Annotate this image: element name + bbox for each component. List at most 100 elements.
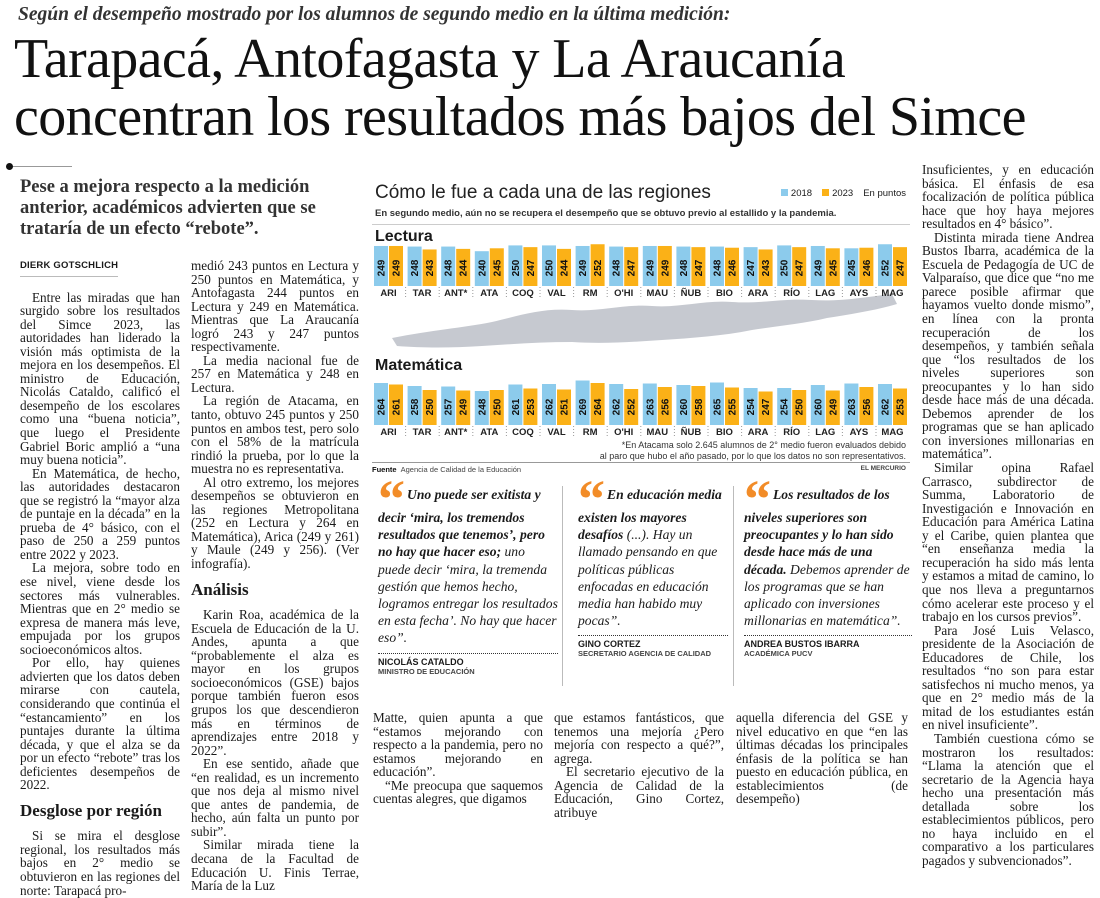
paragraph: También cuestiona cómo se mostraron los … [922, 730, 1094, 868]
bar-value-label: 248 [713, 259, 724, 276]
bar-lectura-2023-TAR [422, 249, 437, 286]
bar-matemática-2023-VAL [557, 389, 571, 425]
category-label: ATA [480, 288, 498, 299]
bar-value-label: 261 [392, 398, 403, 415]
bar-matemática-2018-ÑUB [676, 385, 691, 425]
bar-matemática-2023-RM [590, 383, 605, 425]
paragraph: Karin Roa, académica de la Escuela de Ed… [191, 607, 359, 758]
brand-credit: EL MERCURIO [860, 465, 906, 472]
bar-matemática-2018-AYS [844, 383, 859, 425]
bar-matemática-2023-LAG [825, 390, 840, 425]
bar-value-label: 256 [660, 398, 671, 415]
bar-lectura-2023-O'HI [624, 247, 639, 286]
bar-value-label: 248 [444, 259, 455, 276]
bar-lectura-2018-RÍO [777, 245, 792, 286]
divider [8, 166, 72, 167]
bar-value-label: 254 [746, 398, 757, 415]
bar-lectura-2023-ARA [758, 249, 773, 286]
paragraph: Entre las miradas que han surgido sobre … [20, 289, 180, 468]
bar-matemática-2023-O'HI [624, 389, 639, 425]
bar-matemática-2018-RÍO [777, 388, 792, 425]
category-label: ÑUB [681, 427, 702, 438]
bar-lectura-2023-MAU [657, 245, 672, 286]
category-label: O'HI [614, 288, 633, 299]
bar-lectura-2023-BIO [725, 247, 739, 286]
bar-matemática-2018-COQ [508, 384, 523, 425]
quote-author: ANDREA BUSTOS IBARRA [744, 639, 860, 650]
quote-author-role: SECRETARIO AGENCIA DE CALIDAD [578, 649, 712, 659]
paragraph: Similar opina Rafael Carrasco, subdirect… [922, 460, 1094, 625]
category-label: VAL [547, 288, 565, 299]
bar-value-label: 254 [780, 398, 791, 415]
bar-matemática-2023-ARA [758, 391, 773, 425]
paragraph: La mejora, sobre todo en ese nivel, vien… [20, 560, 180, 657]
paragraph: La región de Atacama, en tanto, obtuvo 2… [191, 393, 359, 477]
bar-value-label: 258 [694, 398, 705, 415]
bar-matemática-2023-ATA [489, 390, 504, 425]
category-label: TAR [413, 288, 432, 299]
paragraph: medió 243 puntos en Lectura y 250 puntos… [191, 258, 359, 355]
bar-lectura-2023-ATA [489, 248, 504, 286]
footnote: *En Atacama solo 2.645 alumnos de 2° med… [599, 440, 906, 461]
category-label: BIO [716, 288, 733, 299]
bullet-dot-icon [6, 163, 13, 170]
bar-value-label: 257 [444, 398, 455, 415]
article-column-2: medió 243 puntos en Lectura y 250 puntos… [191, 259, 359, 893]
category-label: LAG [815, 427, 835, 438]
bar-lectura-2018-ATA [474, 251, 489, 286]
bar-value-label: 243 [425, 259, 436, 276]
bar-matemática-2023-TAR [422, 390, 437, 425]
deck: Pese a mejora respecto a la medición ant… [20, 177, 316, 239]
bar-value-label: 253 [896, 398, 907, 415]
category-label: BIO [716, 427, 733, 438]
category-label: ARA [748, 427, 769, 438]
bar-value-label: 269 [578, 398, 589, 415]
bar-value-label: 243 [761, 259, 772, 276]
category-label: ARI [380, 288, 396, 299]
chile-map-silhouette [392, 294, 897, 348]
panel-title-lectura: Lectura [375, 228, 433, 245]
bar-matemática-2018-TAR [407, 386, 422, 425]
bar-matemática-2018-MAU [642, 383, 657, 425]
bar-lectura-2018-LAG [810, 245, 825, 286]
bar-value-label: 246 [862, 259, 873, 276]
bar-value-label: 251 [560, 398, 571, 415]
category-label: MAU [646, 427, 668, 438]
bar-lectura-2023-AYS [859, 247, 874, 286]
bar-value-label: 264 [377, 398, 388, 415]
article-column-3: Matte, quien apunta a que “estamos mejor… [373, 711, 543, 806]
bar-value-label: 248 [679, 259, 690, 276]
subhead: Análisis [191, 579, 249, 599]
bar-value-label: 247 [746, 259, 757, 276]
category-label: VAL [547, 427, 565, 438]
category-label: ARA [748, 288, 769, 299]
bar-value-label: 263 [847, 398, 858, 415]
bar-value-label: 250 [545, 259, 556, 276]
bar-lectura-2023-RM [590, 244, 605, 286]
bar-value-label: 250 [425, 398, 436, 415]
bar-lectura-2018-ARA [743, 247, 758, 286]
bar-value-label: 250 [795, 398, 806, 415]
bar-value-label: 265 [713, 398, 724, 415]
bar-value-label: 247 [795, 259, 806, 276]
category-label: MAU [646, 288, 668, 299]
bar-lectura-2018-BIO [710, 246, 724, 286]
legend-2023: 2023 [822, 188, 853, 199]
bar-matemática-2018-ANT* [441, 386, 456, 425]
bar-value-label: 262 [881, 398, 892, 415]
bar-value-label: 250 [780, 259, 791, 276]
category-label: AYS [850, 427, 869, 438]
bar-lectura-2018-RM [575, 245, 590, 286]
bar-value-label: 240 [477, 259, 488, 276]
quote-author: GINO CORTEZ [578, 639, 641, 650]
divider [372, 224, 910, 225]
bar-lectura-2023-LAG [825, 248, 840, 286]
category-label: O'HI [614, 427, 633, 438]
article-column-4: que estamos fantásticos, que tenemos una… [554, 711, 724, 819]
bar-matemática-2023-ANT* [456, 390, 471, 425]
divider [733, 486, 734, 686]
category-label: AYS [850, 288, 869, 299]
headline: Tarapacá, Antofagasta y La Araucanía con… [14, 30, 1026, 146]
category-label: MAG [881, 288, 903, 299]
category-label: LAG [815, 288, 835, 299]
